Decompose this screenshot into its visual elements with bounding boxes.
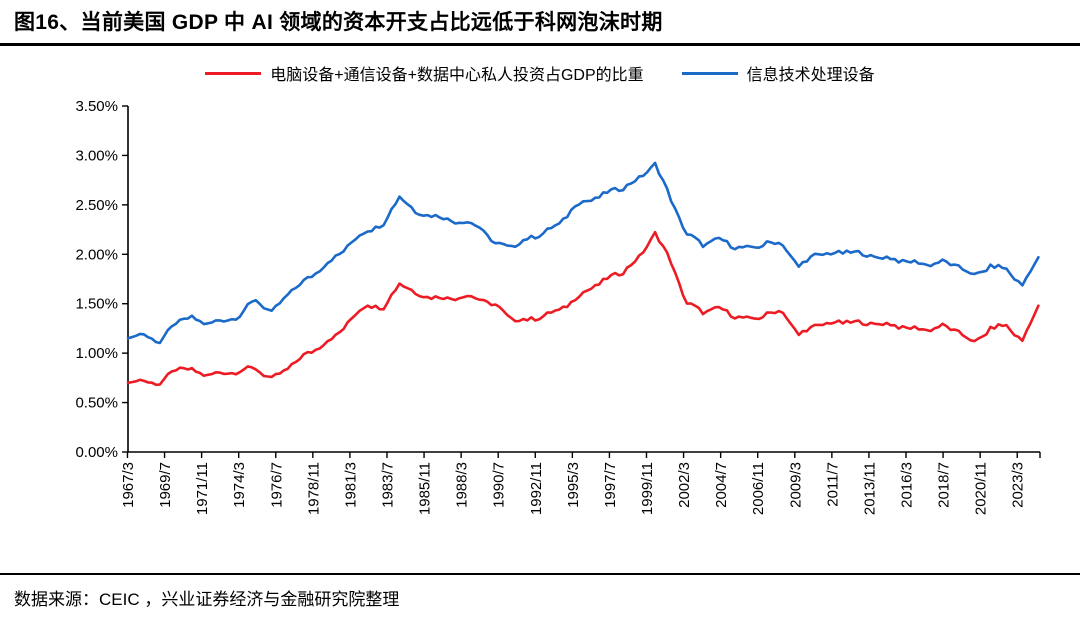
- svg-text:2002/3: 2002/3: [676, 462, 693, 508]
- svg-text:3.50%: 3.50%: [75, 98, 118, 115]
- svg-text:2009/3: 2009/3: [787, 462, 804, 508]
- figure-footer: 数据来源：CEIC ，兴业证券经济与金融研究院整理: [0, 573, 1080, 622]
- svg-text:1967/3: 1967/3: [120, 462, 137, 508]
- svg-text:1995/3: 1995/3: [565, 462, 582, 508]
- svg-text:2.00%: 2.00%: [75, 246, 118, 263]
- svg-text:1981/3: 1981/3: [342, 462, 359, 508]
- chart-legend: 电脑设备+通信设备+数据中心私人投资占GDP的比重 信息技术处理设备: [0, 58, 1080, 88]
- svg-text:2004/7: 2004/7: [713, 462, 730, 508]
- legend-item-red-series: 电脑设备+通信设备+数据中心私人投资占GDP的比重: [205, 61, 644, 85]
- legend-item-blue-series: 信息技术处理设备: [681, 61, 875, 85]
- figure-title: 图16、当前美国 GDP 中 AI 领域的资本开支占比远低于科网泡沫时期: [14, 11, 663, 34]
- svg-text:1992/11: 1992/11: [528, 462, 545, 515]
- svg-text:1.00%: 1.00%: [75, 345, 118, 362]
- svg-text:2023/3: 2023/3: [1010, 462, 1027, 508]
- chart-area: 电脑设备+通信设备+数据中心私人投资占GDP的比重 信息技术处理设备 0.00%…: [0, 46, 1080, 570]
- svg-text:1971/11: 1971/11: [194, 462, 211, 515]
- svg-text:1976/7: 1976/7: [268, 462, 285, 508]
- svg-text:1999/11: 1999/11: [639, 462, 656, 515]
- svg-text:2016/3: 2016/3: [899, 462, 916, 508]
- svg-text:2.50%: 2.50%: [75, 197, 118, 214]
- figure-header: 图16、当前美国 GDP 中 AI 领域的资本开支占比远低于科网泡沫时期: [0, 0, 1080, 46]
- data-source-text: 数据来源：CEIC ，兴业证券经济与金融研究院整理: [14, 590, 400, 609]
- svg-text:1.50%: 1.50%: [75, 296, 118, 313]
- svg-text:0.50%: 0.50%: [75, 395, 118, 412]
- svg-text:3.00%: 3.00%: [75, 147, 118, 164]
- svg-text:1974/3: 1974/3: [231, 462, 248, 508]
- legend-red-label: 电脑设备+通信设备+数据中心私人投资占GDP的比重: [270, 67, 644, 84]
- legend-blue-line-swatch: [681, 71, 738, 75]
- svg-text:2013/11: 2013/11: [861, 462, 878, 515]
- legend-red-line-swatch: [205, 71, 262, 75]
- svg-text:0.00%: 0.00%: [75, 444, 118, 461]
- svg-text:1988/3: 1988/3: [454, 462, 471, 508]
- svg-text:2018/7: 2018/7: [936, 462, 953, 508]
- chart-svg: 0.00% 0.50% 1.00% 1.50% 2.00% 2.50% 3.00% 3.50%…: [75, 98, 1041, 515]
- svg-text:1990/7: 1990/7: [491, 462, 508, 508]
- svg-text:1969/7: 1969/7: [157, 462, 174, 508]
- svg-text:2020/11: 2020/11: [973, 462, 990, 515]
- legend-blue-label: 信息技术处理设备: [746, 67, 875, 84]
- svg-text:1978/11: 1978/11: [305, 462, 322, 515]
- svg-text:1985/11: 1985/11: [417, 462, 434, 515]
- svg-text:2011/7: 2011/7: [824, 462, 841, 507]
- svg-text:1997/7: 1997/7: [602, 462, 619, 508]
- svg-text:1983/7: 1983/7: [379, 462, 396, 508]
- svg-text:2006/11: 2006/11: [750, 462, 767, 515]
